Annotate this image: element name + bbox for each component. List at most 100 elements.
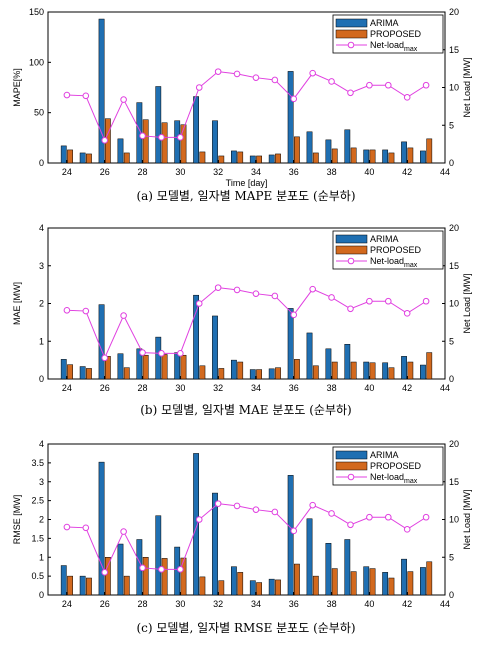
bar-arima	[401, 141, 407, 164]
y-axis-label: MAE [MW]	[12, 282, 22, 325]
bar-proposed	[388, 577, 395, 596]
x-tick-label: 44	[440, 383, 450, 393]
legend-label: PROPOSED	[370, 245, 422, 255]
point-net-load	[403, 526, 411, 533]
point-net-load	[214, 500, 222, 507]
y-tick-label: 0	[39, 590, 44, 600]
bar-proposed	[312, 152, 319, 164]
point-net-load	[271, 292, 279, 300]
chart-panel-2: 24 26 28 30 32 34 36 38 40 42 4400.511.522.533.540…	[12, 439, 472, 635]
bar-proposed	[331, 148, 338, 164]
y2-tick-label: 15	[449, 45, 459, 55]
bar-arima	[174, 352, 181, 380]
bar-proposed	[426, 561, 433, 596]
y2-tick-label: 5	[449, 552, 454, 562]
point-net-load	[158, 350, 165, 357]
bar-proposed	[86, 153, 92, 164]
y2-tick-label: 5	[449, 336, 454, 346]
y-tick-label: 2	[39, 299, 44, 309]
bar-proposed	[199, 151, 206, 164]
bar-arima	[344, 344, 351, 380]
bar-arima	[249, 369, 256, 380]
y-tick-label: 2.5	[31, 496, 44, 506]
y2-axis-label: Net Load [MW]	[462, 489, 472, 549]
bar-arima	[231, 359, 237, 380]
bar-arima	[363, 566, 370, 596]
line-net-load	[66, 503, 427, 574]
bar-proposed	[123, 575, 130, 596]
x-tick-label: 30	[175, 599, 185, 609]
bar-proposed	[142, 557, 149, 596]
bar-proposed	[275, 579, 281, 596]
bar-arima	[155, 86, 162, 164]
bar-proposed	[180, 124, 187, 164]
y-tick-label: 100	[29, 57, 44, 67]
point-net-load	[366, 513, 373, 521]
point-net-load	[82, 92, 90, 100]
bar-arima	[249, 580, 256, 596]
bar-arima	[306, 131, 313, 164]
point-net-load	[214, 68, 222, 75]
bar-proposed	[67, 149, 73, 164]
bar-arima	[98, 461, 105, 596]
legend-marker-net-load	[347, 473, 355, 481]
bar-arima	[79, 152, 86, 164]
bar-arima	[117, 138, 124, 164]
bar-proposed	[331, 568, 338, 596]
bar-arima	[79, 575, 86, 596]
point-net-load	[384, 513, 392, 521]
y-tick-label: 4	[39, 439, 44, 449]
y2-tick-label: 0	[449, 590, 454, 600]
bar-arima	[155, 515, 162, 596]
legend-label-subscript: max	[404, 478, 418, 485]
x-tick-label: 40	[364, 167, 374, 177]
bar-proposed	[369, 362, 376, 380]
bar-proposed	[67, 575, 73, 596]
point-net-load	[328, 78, 335, 85]
legend-label: ARIMA	[370, 234, 399, 244]
y-tick-label: 4	[39, 223, 44, 233]
x-axis-label: Time [day]	[226, 178, 268, 188]
bar-arima	[60, 145, 67, 164]
bar-arima	[193, 453, 199, 596]
legend-swatch-arima	[335, 450, 368, 460]
y-axis-label: RMSE [MW]	[12, 495, 22, 545]
bar-proposed	[350, 147, 357, 164]
bar-proposed	[426, 138, 433, 164]
legend-label: PROPOSED	[370, 29, 422, 39]
bar-arima	[325, 543, 332, 596]
bar-arima	[60, 565, 67, 596]
line-net-load	[66, 71, 427, 142]
bar-proposed	[180, 354, 187, 380]
bar-proposed	[407, 571, 414, 596]
point-net-load	[120, 528, 127, 535]
bar-arima	[420, 364, 426, 380]
point-net-load	[271, 76, 279, 84]
legend-swatch-arima	[335, 234, 368, 244]
bar-arima	[193, 294, 199, 380]
bar-arima	[344, 129, 351, 164]
point-net-load	[233, 502, 241, 510]
point-net-load	[422, 513, 430, 521]
point-net-load	[422, 297, 430, 305]
point-net-load	[158, 134, 165, 141]
bar-proposed	[142, 354, 149, 380]
bar-arima	[117, 353, 124, 380]
bar-proposed	[294, 359, 300, 380]
x-tick-label: 42	[402, 599, 412, 609]
y-tick-label: 3.5	[31, 458, 44, 468]
bar-arima	[193, 96, 199, 164]
bar-arima	[363, 149, 370, 164]
bar-arima	[306, 518, 313, 596]
x-tick-label: 44	[440, 599, 450, 609]
point-net-load	[290, 95, 298, 103]
bar-proposed	[218, 580, 225, 596]
bar-proposed	[388, 367, 395, 380]
point-net-load	[101, 354, 109, 362]
bar-proposed	[350, 571, 357, 596]
bar-arima	[287, 308, 294, 380]
bar-proposed	[350, 361, 357, 380]
bar-proposed	[161, 354, 168, 380]
bar-proposed	[237, 572, 244, 596]
